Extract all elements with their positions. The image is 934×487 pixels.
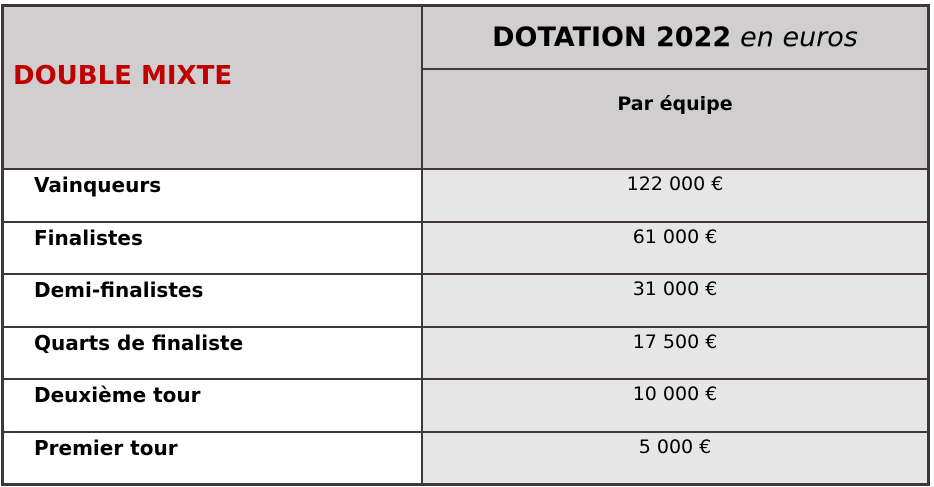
row-value: 5 000 € bbox=[638, 435, 712, 458]
dotation-currency-note: en euros bbox=[740, 22, 858, 53]
table-row-label-vainqueurs: Vainqueurs bbox=[4, 170, 421, 221]
row-label: Demi-finalistes bbox=[34, 278, 204, 302]
table-row-label-finalistes: Finalistes bbox=[4, 222, 421, 273]
table-row-label-demi-finalistes: Demi-finalistes bbox=[4, 275, 421, 326]
table-row-value-finalistes: 61 000 € bbox=[423, 222, 927, 273]
dotation-header-cell: DOTATION 2022 en euros bbox=[423, 7, 927, 68]
per-team-subheader-cell: Par équipe bbox=[423, 70, 927, 168]
table-row-value-quarts-de-finaliste: 17 500 € bbox=[423, 327, 927, 378]
row-value: 17 500 € bbox=[632, 330, 718, 353]
prize-table: DOUBLE MIXTE DOTATION 2022 en euros Par … bbox=[1, 4, 930, 486]
table-row-value-vainqueurs: 122 000 € bbox=[423, 170, 927, 221]
row-value: 31 000 € bbox=[632, 278, 718, 300]
row-label: Quarts de finaliste bbox=[34, 330, 244, 355]
row-label: Deuxième tour bbox=[34, 383, 201, 407]
table-row-label-quarts-de-finaliste: Quarts de finaliste bbox=[4, 327, 421, 378]
row-label: Vainqueurs bbox=[34, 173, 162, 197]
row-label: Finalistes bbox=[34, 225, 143, 250]
category-title-cell: DOUBLE MIXTE bbox=[4, 7, 421, 168]
row-value: 122 000 € bbox=[626, 173, 724, 195]
per-team-subheader-label: Par équipe bbox=[617, 93, 733, 115]
table-row-value-premier-tour: 5 000 € bbox=[423, 432, 927, 483]
row-label: Premier tour bbox=[34, 435, 178, 460]
row-value: 10 000 € bbox=[632, 383, 718, 405]
table-row-value-demi-finalistes: 31 000 € bbox=[423, 275, 927, 326]
table-row-label-premier-tour: Premier tour bbox=[4, 432, 421, 483]
row-value: 61 000 € bbox=[632, 225, 718, 248]
category-title: DOUBLE MIXTE bbox=[13, 60, 233, 91]
dotation-year-title: DOTATION 2022 bbox=[492, 22, 732, 53]
table-row-label-deuxieme-tour: Deuxième tour bbox=[4, 380, 421, 431]
table-row-value-deuxieme-tour: 10 000 € bbox=[423, 380, 927, 431]
